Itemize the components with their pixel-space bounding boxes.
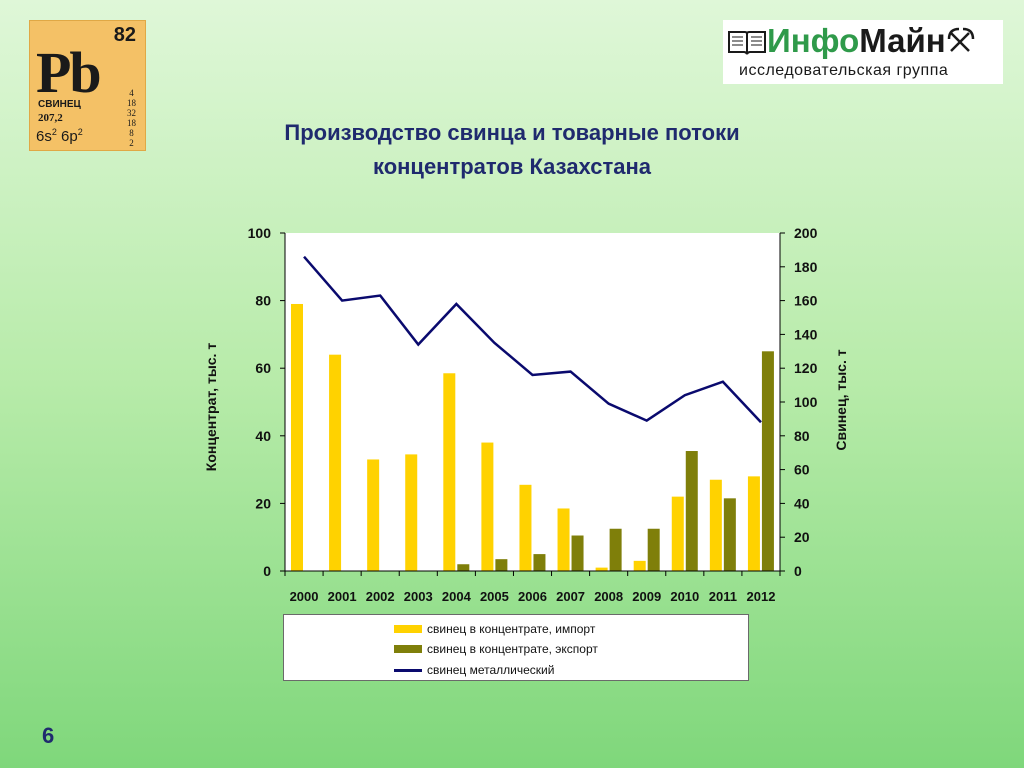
y2-tick-label: 200	[794, 225, 818, 241]
legend-swatch-import	[394, 625, 422, 633]
bar-export-2012	[761, 351, 774, 571]
y2-axis-label: Свинец, тыс. т	[833, 349, 849, 450]
bar-import-2012	[747, 476, 760, 571]
x-tick-label: 2010	[670, 589, 699, 604]
legend-label-metal: свинец металлический	[427, 663, 555, 677]
y-tick-label: 60	[255, 360, 271, 376]
y2-tick-label: 60	[794, 462, 810, 478]
x-tick-label: 2012	[747, 589, 776, 604]
bar-export-2010	[685, 451, 698, 571]
y2-tick-label: 20	[794, 529, 810, 545]
y-tick-label: 20	[255, 495, 271, 511]
plot-area	[285, 233, 780, 571]
bar-import-2000	[291, 303, 303, 571]
x-tick-label: 2004	[442, 589, 472, 604]
legend-swatch-metal	[394, 668, 422, 672]
chart-legend: свинец в концентрате, импорт свинец в ко…	[283, 614, 749, 681]
x-tick-label: 2005	[480, 589, 509, 604]
bar-export-2005	[495, 559, 508, 571]
x-tick-label: 2009	[632, 589, 661, 604]
x-tick-label: 2003	[404, 589, 433, 604]
bar-import-2009	[633, 560, 646, 571]
bar-import-2002	[367, 459, 380, 571]
x-tick-label: 2011	[709, 589, 737, 604]
electron-shells: 4 18 32 18 8 2	[127, 88, 136, 148]
bar-export-2006	[533, 554, 546, 571]
pickaxe-icon	[947, 27, 974, 52]
slide-number: 6	[42, 723, 55, 748]
atomic-mass: 207,2	[38, 112, 63, 124]
y2-tick-label: 0	[794, 563, 802, 579]
slide-title-line-2: концентратов Казахстана	[372, 154, 652, 179]
bar-import-2003	[405, 454, 418, 571]
y-tick-label: 100	[248, 225, 272, 241]
legend-swatch-export	[394, 645, 422, 653]
y-tick-label: 80	[255, 293, 271, 309]
x-tick-label: 2002	[366, 589, 395, 604]
atomic-number: 82	[113, 24, 136, 46]
book-icon	[728, 31, 766, 55]
slide-title-line-1: Производство свинца и товарные потоки	[284, 120, 740, 145]
bar-import-2008	[595, 567, 608, 571]
y2-tick-label: 40	[794, 495, 810, 511]
electron-config: 6s2 6p2	[36, 127, 83, 145]
bar-export-2004	[457, 564, 470, 571]
bar-import-2007	[557, 508, 570, 571]
x-tick-label: 2007	[556, 589, 585, 604]
line-metal-lead	[303, 255, 762, 424]
y-tick-label: 0	[263, 563, 271, 579]
element-symbol: Pb	[36, 40, 102, 105]
legend-item-export: свинец в концентрате, экспорт	[394, 642, 598, 656]
y-axis-label: Концентрат, тыс. т	[203, 343, 219, 472]
y2-tick-label: 180	[794, 259, 818, 275]
y2-tick-label: 160	[794, 293, 818, 309]
element-name: СВИНЕЦ	[38, 99, 81, 110]
lead-element-tile: 82 Pb СВИНЕЦ 207,2 6s2 6p2 4 18 32 18 8 …	[29, 20, 146, 151]
legend-label-export: свинец в концентрате, экспорт	[427, 642, 598, 656]
bar-export-2011	[723, 498, 736, 571]
logo-text-mine: Майн	[859, 22, 946, 59]
bar-import-2006	[519, 484, 532, 571]
legend-label-import: свинец в концентрате, импорт	[427, 622, 596, 636]
bar-import-2001	[329, 354, 342, 571]
x-tick-label: 2006	[518, 589, 547, 604]
y2-tick-label: 80	[794, 428, 810, 444]
bar-import-2005	[481, 442, 494, 571]
logo-subtitle: исследовательская группа	[739, 62, 949, 79]
y-tick-label: 40	[255, 428, 271, 444]
bar-import-2004	[443, 373, 456, 571]
logo-text-info: Инфо	[767, 22, 860, 59]
y2-tick-label: 100	[794, 394, 818, 410]
legend-item-metal: свинец металлический	[394, 663, 554, 677]
x-tick-label: 2001	[328, 589, 357, 604]
x-tick-label: 2000	[290, 589, 319, 604]
infomine-logo: Инфо Майн исследовательская группа	[723, 20, 1003, 84]
x-tick-label: 2008	[594, 589, 623, 604]
bar-import-2011	[709, 479, 722, 571]
bar-export-2007	[571, 535, 584, 571]
y2-tick-label: 140	[794, 326, 818, 342]
bar-export-2009	[647, 528, 660, 571]
legend-item-import: свинец в концентрате, импорт	[394, 622, 595, 636]
bar-import-2010	[671, 496, 684, 571]
bar-export-2008	[609, 528, 622, 571]
y2-tick-label: 120	[794, 360, 818, 376]
